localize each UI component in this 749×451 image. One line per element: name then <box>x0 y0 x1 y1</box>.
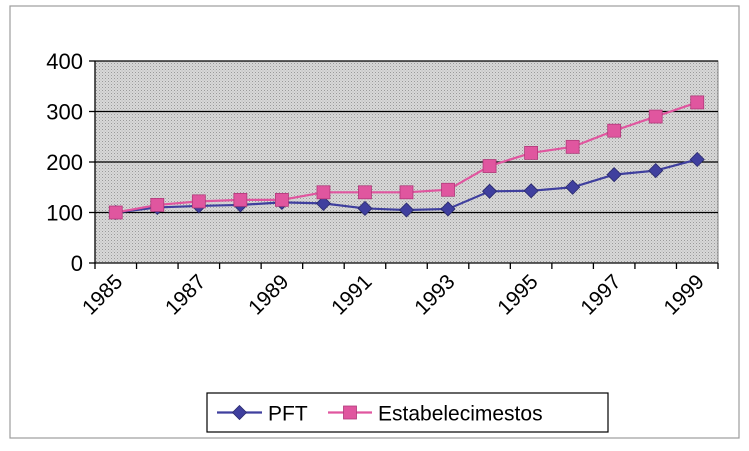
y-tick-label: 100 <box>46 201 83 226</box>
data-point <box>648 163 664 179</box>
data-point <box>315 195 331 211</box>
y-tick-label: 300 <box>46 100 83 125</box>
data-point <box>233 192 248 207</box>
data-point <box>108 205 123 220</box>
y-tick-label: 200 <box>46 150 83 175</box>
y-tick-label: 400 <box>46 49 83 74</box>
data-point <box>441 182 455 197</box>
data-point <box>689 151 705 168</box>
legend-item-estabelecimestos: Estabelecimestos <box>328 403 543 426</box>
y-tick-label: 0 <box>71 251 83 276</box>
legend-marker <box>343 405 357 420</box>
data-point <box>274 192 289 207</box>
data-point <box>482 183 498 199</box>
series-pft <box>108 151 705 221</box>
legend-marker <box>231 404 248 421</box>
data-point <box>524 146 538 160</box>
data-point <box>606 167 622 183</box>
data-point <box>565 139 580 154</box>
legend-label: PFT <box>268 403 308 426</box>
legend-label: Estabelecimestos <box>378 403 543 426</box>
data-point <box>150 198 165 212</box>
data-point <box>191 194 206 209</box>
data-point <box>690 95 705 110</box>
legend-box <box>206 392 609 433</box>
data-point <box>482 159 497 173</box>
legend-item-pft: PFT <box>217 403 308 426</box>
data-point <box>565 179 581 195</box>
data-point <box>648 109 663 124</box>
data-point <box>440 201 456 217</box>
data-point <box>357 200 373 217</box>
data-point <box>523 183 539 199</box>
data-point <box>358 185 372 200</box>
data-point <box>398 202 415 218</box>
data-point <box>316 185 331 200</box>
data-point <box>399 185 414 200</box>
data-point <box>607 123 622 138</box>
series-estabelecimestos <box>108 95 705 220</box>
